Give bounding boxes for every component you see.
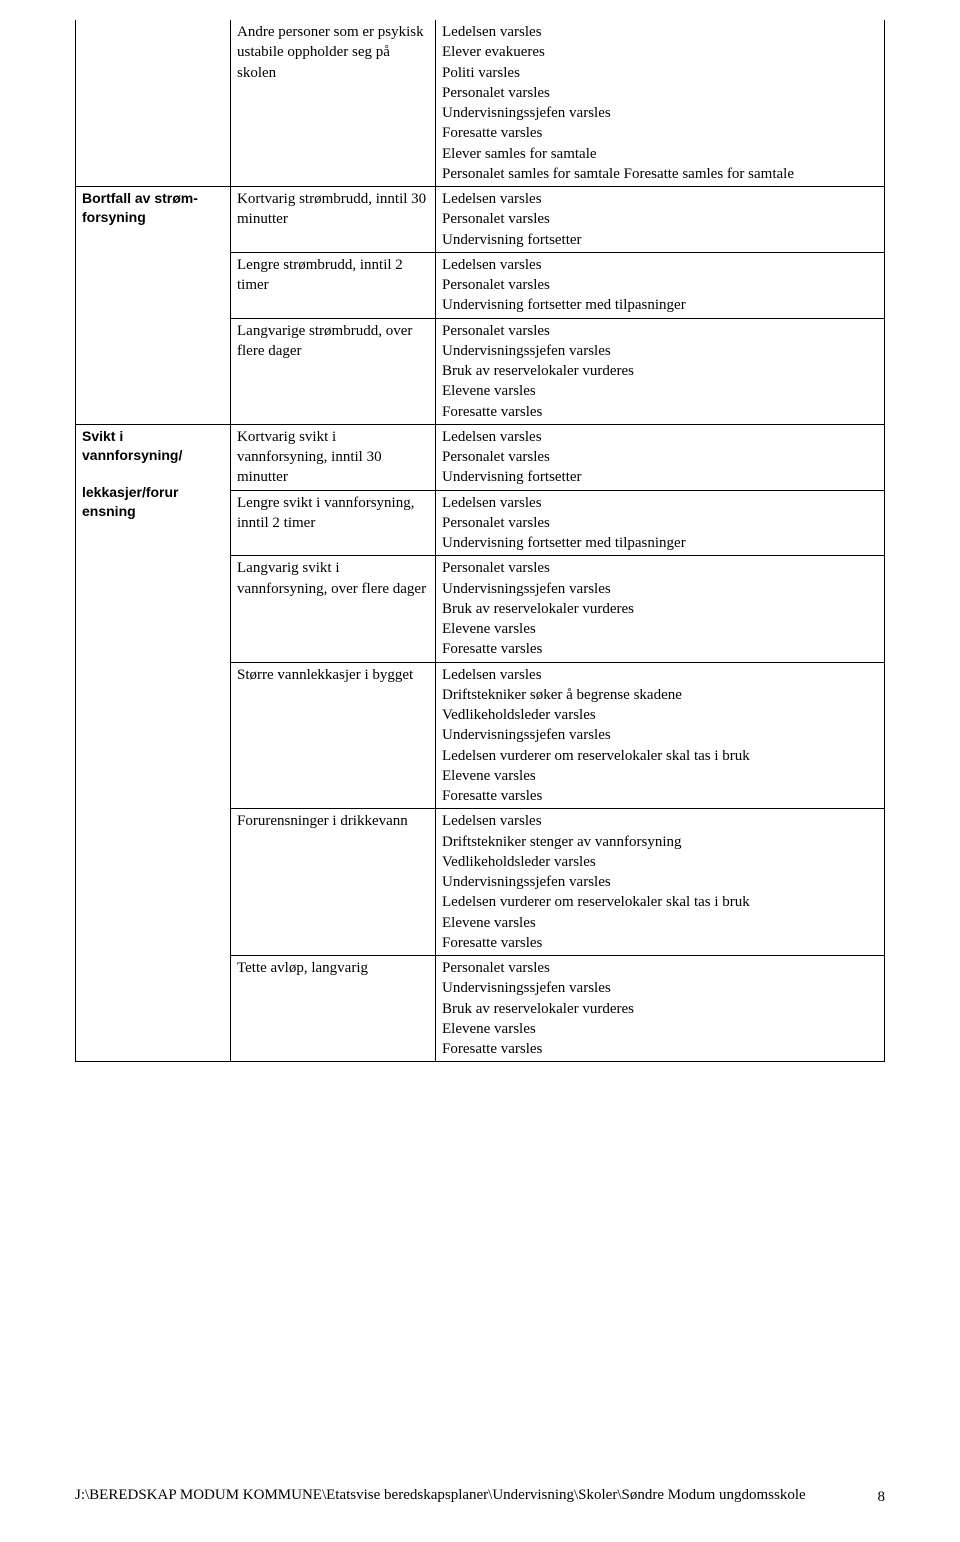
actions-cell: Ledelsen varsles Elever evakueres Politi v… [436,20,885,187]
action-line: Personalet varsles [442,515,550,531]
scenario-cell: Lengre strømbrudd, inntil 2 timer [231,252,436,318]
action-line: Politi varsles [442,65,520,81]
action-line: Ledelsen varsles [442,429,542,445]
actions-cell: Personalet varsles Undervisningssjefen va… [436,956,885,1062]
actions-cell: Ledelsen varsles Personalet varsles Underv… [436,424,885,490]
scenario-cell: Kortvarig strømbrudd, inntil 30 minutter [231,187,436,253]
action-line: Undervisning fortsetter med tilpasninger [442,297,686,313]
scenario-cell: Kortvarig svikt i vannforsyning, inntil … [231,424,436,490]
action-line: Bruk av reservelokaler vurderes [442,363,634,379]
action-line: Personalet varsles [442,960,550,976]
action-line: Elevene varsles [442,621,536,637]
action-line: Personalet varsles [442,211,550,227]
action-line: Bruk av reservelokaler vurderes [442,601,634,617]
category-header: Svikt i vannforsyning/lekkasjer/forur en… [76,424,231,1062]
action-line: Foresatte varsles [442,641,542,657]
scenario-cell: Langvarige strømbrudd, over flere dager [231,318,436,424]
action-line: Foresatte varsles [442,788,542,804]
scenario-cell: Større vannlekkasjer i bygget [231,662,436,809]
actions-cell: Ledelsen varsles Driftstekniker stenger a… [436,809,885,956]
action-line: Personalet varsles [442,85,550,101]
scenario-cell: Tette avløp, langvarig [231,956,436,1062]
action-line: Ledelsen vurderer om reservelokaler skal… [442,894,750,910]
action-line: Personalet varsles [442,323,550,339]
action-line: Elevene varsles [442,383,536,399]
category-header [76,20,231,187]
actions-cell: Ledelsen varsles Personalet varsles Underv… [436,490,885,556]
table-row: Bortfall av strøm-forsyningKortvarig str… [76,187,885,253]
action-line: Ledelsen varsles [442,667,542,683]
action-line: Ledelsen varsles [442,24,542,40]
action-line: Elevene varsles [442,768,536,784]
action-line: Personalet varsles [442,449,550,465]
action-line: Undervisning fortsetter med tilpasninger [442,535,686,551]
actions-cell: Ledelsen varsles Personalet varsles Underv… [436,252,885,318]
scenario-cell: Langvarig svikt i vannforsyning, over fl… [231,556,436,662]
actions-cell: Personalet varsles Undervisningssjefen va… [436,556,885,662]
table-row: Andre personer som er psykisk ustabile o… [76,20,885,187]
action-line: Driftstekniker stenger av vannforsyning [442,834,682,850]
action-line: Elever evakueres [442,44,545,60]
table-row: Svikt i vannforsyning/lekkasjer/forur en… [76,424,885,490]
scenario-cell: Lengre svikt i vannforsyning, inntil 2 t… [231,490,436,556]
action-line: Personalet varsles [442,277,550,293]
action-line: Undervisning fortsetter [442,232,582,248]
action-line: Vedlikeholdsleder varsles [442,707,596,723]
action-line: Undervisningssjefen varsles [442,980,611,996]
action-line: Undervisningssjefen varsles [442,874,611,890]
action-line: Foresatte varsles [442,404,542,420]
action-line: Foresatte varsles [442,125,542,141]
scenario-cell: Andre personer som er psykisk ustabile o… [231,20,436,187]
action-line: Driftstekniker søker å begrense skadene [442,687,682,703]
actions-cell: Ledelsen varsles Personalet varsles Underv… [436,187,885,253]
action-line: Foresatte varsles [442,1041,542,1057]
action-line: Undervisningssjefen varsles [442,105,611,121]
actions-cell: Ledelsen varsles Driftstekniker søker å b… [436,662,885,809]
action-line: Undervisningssjefen varsles [442,343,611,359]
beredskap-table: Andre personer som er psykisk ustabile o… [75,20,885,1062]
footer-path: J:\BEREDSKAP MODUM KOMMUNE\Etatsvise ber… [75,1487,825,1504]
footer: J:\BEREDSKAP MODUM KOMMUNE\Etatsvise ber… [75,1487,885,1504]
category-header: Bortfall av strøm-forsyning [76,187,231,425]
action-line: Elever samles for samtale [442,146,597,162]
action-line: Personalet varsles [442,560,550,576]
action-line: Vedlikeholdsleder varsles [442,854,596,870]
action-line: Elevene varsles [442,1021,536,1037]
action-line: Ledelsen varsles [442,813,542,829]
action-line: Foresatte varsles [442,935,542,951]
scenario-cell: Forurensninger i drikkevann [231,809,436,956]
page-number: 8 [878,1489,886,1506]
actions-cell: Personalet varsles Undervisningssjefen va… [436,318,885,424]
action-line: Undervisning fortsetter [442,469,582,485]
action-line: Personalet samles for samtale Foresatte … [442,166,794,182]
action-line: Ledelsen vurderer om reservelokaler skal… [442,748,750,764]
action-line: Undervisningssjefen varsles [442,727,611,743]
action-line: Ledelsen varsles [442,191,542,207]
action-line: Ledelsen varsles [442,495,542,511]
action-line: Bruk av reservelokaler vurderes [442,1001,634,1017]
action-line: Ledelsen varsles [442,257,542,273]
action-line: Elevene varsles [442,915,536,931]
action-line: Undervisningssjefen varsles [442,581,611,597]
